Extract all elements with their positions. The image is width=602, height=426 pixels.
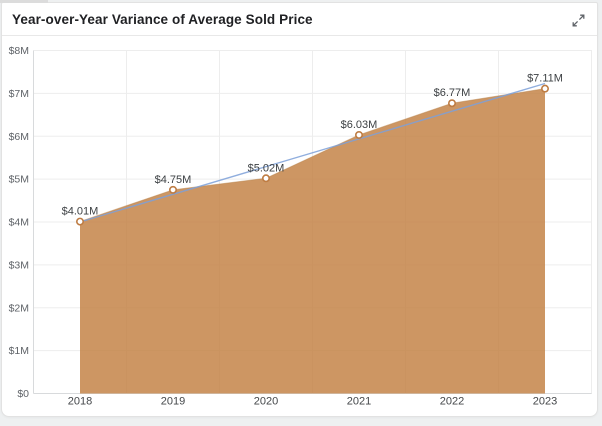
expand-icon (572, 14, 584, 26)
data-point-label: $4.75M (155, 174, 192, 186)
x-axis-category-label: 2023 (533, 396, 557, 408)
chart-card-header: Year-over-Year Variance of Average Sold … (2, 3, 597, 36)
y-axis-tick-label: $2M (9, 302, 29, 314)
y-axis-tick-label: $6M (9, 131, 29, 143)
y-axis-tick-label: $1M (9, 345, 29, 357)
data-point-label: $6.77M (434, 87, 471, 99)
x-axis-category-label: 2018 (68, 396, 92, 408)
data-point-marker[interactable] (76, 217, 85, 226)
data-point-label: $4.01M (62, 206, 99, 218)
data-point-marker[interactable] (354, 130, 363, 139)
trend-line (79, 82, 546, 223)
data-point-marker[interactable] (447, 99, 456, 108)
chart-title: Year-over-Year Variance of Average Sold … (12, 11, 313, 27)
area-series-edge (79, 88, 546, 223)
data-point-marker[interactable] (261, 174, 270, 183)
data-point-label: $6.03M (341, 119, 378, 131)
x-axis-category-label: 2022 (440, 396, 464, 408)
area-chart: $0 $1M $2M $3M $4M $5M $6M $7M $8M $4.01M 2018 $4.7… (9, 45, 592, 408)
y-axis-tick-label: $7M (9, 88, 29, 100)
expand-button[interactable] (569, 11, 587, 29)
y-axis-tick-label: $3M (9, 259, 29, 271)
x-axis-category-label: 2020 (254, 396, 278, 408)
data-point-marker[interactable] (540, 84, 549, 93)
y-axis-tick-label: $5M (9, 174, 29, 186)
data-point-label: $7.11M (527, 73, 563, 85)
x-axis-category-label: 2021 (347, 396, 371, 408)
y-axis-tick-label: $8M (9, 45, 29, 57)
chart-plot-area: $0 $1M $2M $3M $4M $5M $6M $7M $8M $4.01M 2018 $4.7… (2, 36, 597, 416)
y-axis-tick-label: $0 (17, 388, 29, 400)
data-point-label: $5.02M (248, 162, 285, 174)
area-series (80, 88, 545, 394)
x-axis-category-label: 2019 (161, 396, 185, 408)
chart-card: Year-over-Year Variance of Average Sold … (1, 2, 598, 417)
window-edge-artifact (0, 0, 48, 3)
y-axis-tick-label: $4M (9, 217, 29, 229)
data-point-marker[interactable] (169, 185, 178, 194)
